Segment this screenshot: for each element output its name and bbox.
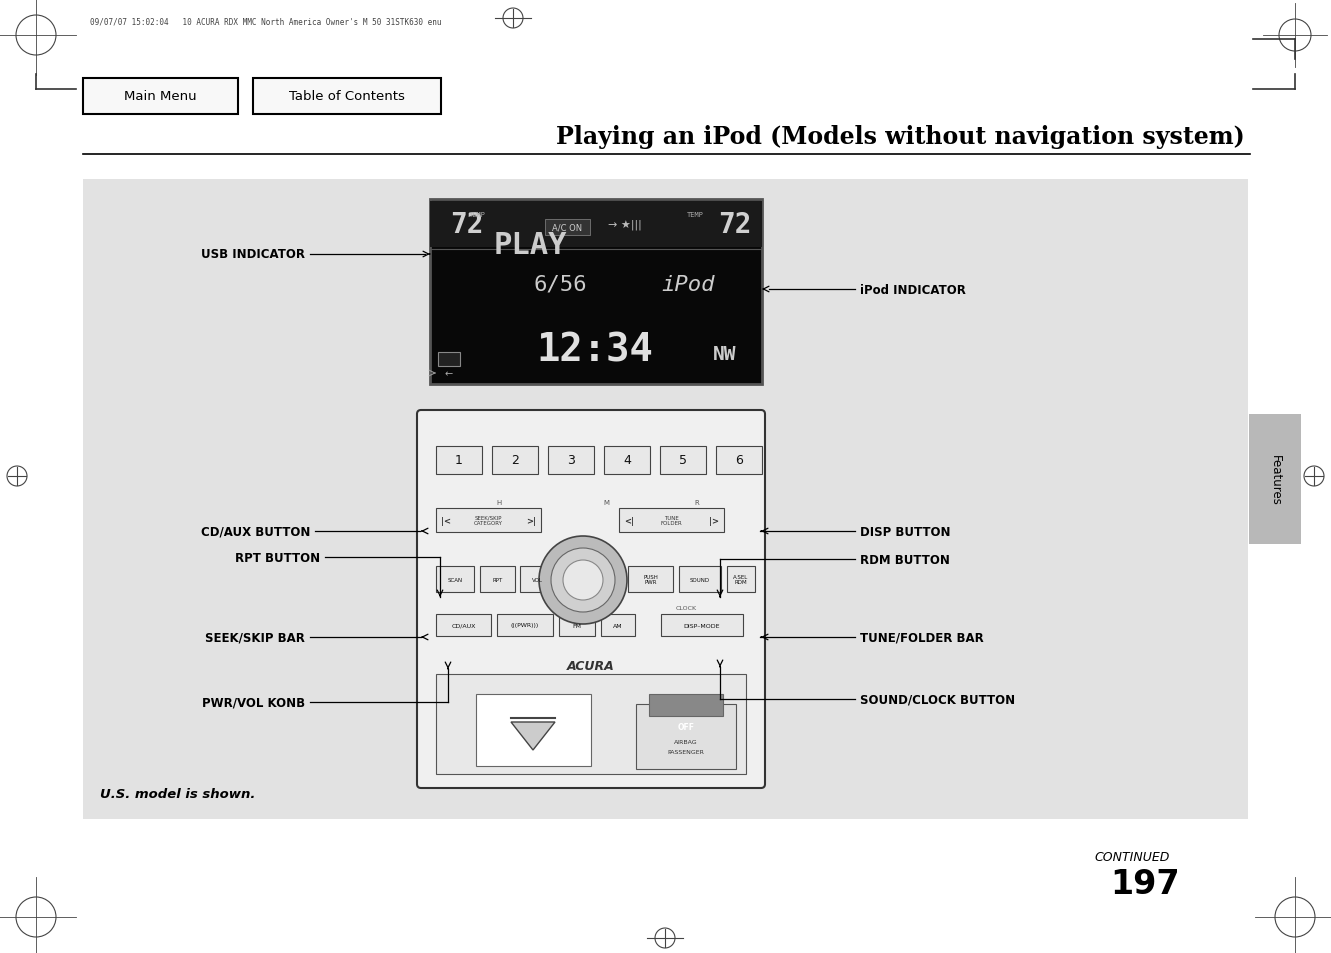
- Text: DISP–MODE: DISP–MODE: [684, 623, 720, 628]
- Bar: [438, 353, 461, 367]
- Bar: [544, 220, 590, 235]
- Text: AIRBAG: AIRBAG: [675, 740, 697, 744]
- Text: R: R: [695, 499, 699, 505]
- Text: AM: AM: [614, 623, 623, 628]
- Text: ACURA: ACURA: [567, 659, 615, 673]
- Bar: [636, 704, 736, 769]
- Text: PLAY: PLAY: [494, 231, 567, 259]
- Bar: [480, 566, 515, 593]
- Text: NW: NW: [713, 345, 737, 364]
- Text: RDM BUTTON: RDM BUTTON: [860, 553, 950, 566]
- Text: RPT: RPT: [492, 577, 503, 582]
- Bar: [253, 79, 441, 115]
- Text: PASSENGER: PASSENGER: [668, 750, 704, 755]
- Circle shape: [551, 548, 615, 613]
- Text: 4: 4: [623, 454, 631, 467]
- Text: RPT BUTTON: RPT BUTTON: [234, 551, 319, 564]
- Text: ←: ←: [445, 369, 453, 378]
- Bar: [430, 200, 763, 385]
- Bar: [628, 566, 673, 593]
- Bar: [602, 615, 635, 637]
- Bar: [476, 695, 591, 766]
- Circle shape: [563, 560, 603, 600]
- Text: CLOCK: CLOCK: [675, 606, 696, 611]
- Bar: [660, 447, 705, 475]
- Bar: [83, 79, 238, 115]
- Bar: [650, 695, 723, 717]
- Text: 6/56: 6/56: [534, 274, 587, 294]
- Text: TUNE/FOLDER BAR: TUNE/FOLDER BAR: [860, 631, 984, 644]
- Bar: [679, 566, 721, 593]
- Text: (((PWR))): (((PWR))): [511, 623, 539, 628]
- Text: OFF: OFF: [677, 722, 695, 732]
- Bar: [520, 566, 554, 593]
- Bar: [437, 675, 745, 774]
- Bar: [548, 447, 594, 475]
- Text: SEEK/SKIP BAR: SEEK/SKIP BAR: [205, 631, 305, 644]
- Circle shape: [539, 537, 627, 624]
- Text: 2: 2: [511, 454, 519, 467]
- Text: FM: FM: [572, 623, 582, 628]
- Text: → ★|||: → ★|||: [608, 219, 642, 230]
- Text: SCAN: SCAN: [447, 577, 463, 582]
- Text: VOL: VOL: [531, 577, 543, 582]
- Bar: [559, 615, 595, 637]
- Text: 1: 1: [455, 454, 463, 467]
- Text: TEMP: TEMP: [687, 212, 704, 218]
- Text: A.SEL
RDM: A.SEL RDM: [733, 574, 748, 585]
- Bar: [662, 615, 743, 637]
- Text: CONTINUED: CONTINUED: [1094, 851, 1170, 863]
- Bar: [604, 447, 650, 475]
- Text: PUSH
PWR: PUSH PWR: [643, 574, 658, 585]
- Text: SOUND: SOUND: [689, 577, 709, 582]
- Text: SOUND/CLOCK BUTTON: SOUND/CLOCK BUTTON: [860, 693, 1016, 706]
- Text: 12:34: 12:34: [536, 331, 654, 369]
- Text: U.S. model is shown.: U.S. model is shown.: [100, 788, 256, 801]
- Text: USB INDICATOR: USB INDICATOR: [201, 248, 305, 261]
- FancyBboxPatch shape: [417, 411, 765, 788]
- Text: TUNE
FOLDER: TUNE FOLDER: [660, 515, 681, 526]
- Bar: [437, 447, 482, 475]
- Text: DISP BUTTON: DISP BUTTON: [860, 525, 950, 537]
- Text: A/C ON: A/C ON: [552, 223, 582, 233]
- Text: 5: 5: [679, 454, 687, 467]
- Text: |<: |<: [441, 516, 451, 525]
- Text: SEEK/SKIP
CATEGORY: SEEK/SKIP CATEGORY: [474, 515, 502, 526]
- Bar: [437, 566, 474, 593]
- Text: 72: 72: [450, 211, 483, 239]
- Text: Main Menu: Main Menu: [124, 91, 196, 103]
- Bar: [437, 509, 540, 533]
- Text: <|: <|: [624, 516, 634, 525]
- Bar: [727, 566, 755, 593]
- Text: CD/AUX: CD/AUX: [451, 623, 475, 628]
- Text: 72: 72: [719, 211, 752, 239]
- Text: CD/AUX BUTTON: CD/AUX BUTTON: [201, 525, 310, 537]
- Bar: [716, 447, 763, 475]
- Text: 6: 6: [735, 454, 743, 467]
- Text: iPod: iPod: [662, 274, 715, 294]
- Bar: [496, 615, 552, 637]
- Polygon shape: [511, 722, 555, 750]
- Text: PWR/VOL KONB: PWR/VOL KONB: [202, 696, 305, 709]
- Text: H: H: [496, 499, 502, 505]
- Bar: [83, 180, 1248, 820]
- Text: Features: Features: [1268, 454, 1282, 505]
- Text: Playing an iPod (Models without navigation system): Playing an iPod (Models without navigati…: [556, 125, 1244, 149]
- Bar: [492, 447, 538, 475]
- Bar: [619, 509, 724, 533]
- Text: 197: 197: [1110, 867, 1181, 901]
- Text: iPod INDICATOR: iPod INDICATOR: [860, 283, 966, 296]
- Text: |>: |>: [709, 516, 719, 525]
- Bar: [1248, 415, 1300, 544]
- Text: 3: 3: [567, 454, 575, 467]
- Text: >|: >|: [526, 516, 536, 525]
- Text: M: M: [603, 499, 610, 505]
- Text: Table of Contents: Table of Contents: [289, 91, 405, 103]
- Bar: [437, 615, 491, 637]
- Text: TEMP: TEMP: [469, 212, 486, 218]
- Bar: [430, 202, 763, 248]
- Text: 09/07/07 15:02:04   10 ACURA RDX MMC North America Owner's M 50 31STK630 enu: 09/07/07 15:02:04 10 ACURA RDX MMC North…: [91, 17, 442, 27]
